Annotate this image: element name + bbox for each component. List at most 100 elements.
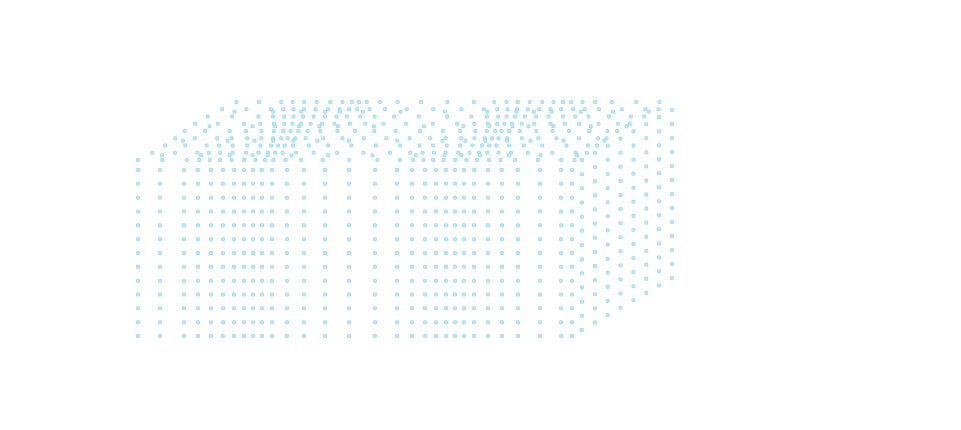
top-face-dot [346, 107, 351, 112]
front-face-dot [209, 168, 214, 173]
side-face-dot [592, 278, 597, 283]
side-face-dot [605, 228, 610, 233]
front-face-dot [499, 168, 504, 173]
front-face-dot [221, 195, 226, 200]
front-face-dot [136, 195, 141, 200]
front-face-dot [158, 237, 163, 242]
front-face-dot [443, 195, 448, 200]
top-face-dot [361, 150, 366, 155]
front-face-dot [499, 251, 504, 256]
top-face-dot [430, 158, 435, 163]
top-face-dot [217, 143, 222, 148]
side-face-dot [631, 199, 636, 204]
top-face-dot [609, 100, 614, 105]
front-face-dot [558, 333, 563, 338]
top-face-dot [634, 100, 639, 105]
side-face-dot [669, 150, 674, 155]
top-face-dot [592, 100, 597, 105]
top-face-dot [421, 124, 426, 129]
top-face-dot [559, 158, 564, 163]
front-face-dot [372, 223, 377, 228]
top-face-dot [458, 129, 463, 134]
top-face-dot [495, 107, 500, 112]
front-face-dot [221, 306, 226, 311]
front-face-dot [209, 251, 214, 256]
side-face-dot [579, 214, 584, 219]
front-face-dot [232, 181, 237, 186]
front-face-dot [558, 264, 563, 269]
top-face-dot [136, 158, 141, 163]
top-face-dot [271, 158, 276, 163]
front-face-dot [409, 168, 414, 173]
top-face-dot [332, 121, 337, 126]
front-face-dot [569, 278, 574, 283]
top-face-dot [445, 100, 450, 105]
side-face-dot [605, 256, 610, 261]
top-face-dot [218, 150, 223, 155]
top-face-dot [487, 158, 492, 163]
top-face-dot [256, 114, 261, 119]
top-face-dot [256, 100, 261, 105]
top-face-dot [469, 114, 474, 119]
top-face-dot [421, 158, 426, 163]
top-face-dot [615, 121, 620, 126]
front-face-dot [394, 237, 399, 242]
front-face-dot [158, 292, 163, 297]
front-face-dot [251, 223, 256, 228]
top-face-dot [551, 100, 556, 105]
front-face-dot [301, 195, 306, 200]
top-face-dot [282, 114, 287, 119]
top-face-dot [643, 107, 648, 112]
front-face-dot [499, 292, 504, 297]
front-face-dot [515, 333, 520, 338]
front-face-dot [242, 251, 247, 256]
front-face-dot [242, 209, 247, 214]
front-face-dot [443, 209, 448, 214]
front-face-dot [158, 181, 163, 186]
front-face-dot [422, 292, 427, 297]
front-face-dot [558, 168, 563, 173]
front-face-dot [499, 306, 504, 311]
top-face-dot [546, 114, 551, 119]
front-face-dot [259, 181, 264, 186]
front-face-dot [269, 181, 274, 186]
front-face-dot [409, 195, 414, 200]
front-face-dot [221, 237, 226, 242]
top-face-dot [582, 107, 587, 112]
front-face-dot [301, 306, 306, 311]
front-face-dot [422, 195, 427, 200]
front-face-dot [284, 181, 289, 186]
front-face-dot [269, 306, 274, 311]
top-face-dot [252, 138, 257, 143]
front-face-dot [452, 237, 457, 242]
front-face-dot [433, 181, 438, 186]
top-face-dot [320, 158, 325, 163]
top-face-dot [291, 107, 296, 112]
side-face-dot [631, 298, 636, 303]
front-face-dot [461, 306, 466, 311]
top-face-dot [311, 114, 316, 119]
front-face-dot [471, 237, 476, 242]
top-face-dot [531, 109, 536, 114]
top-face-dot [430, 121, 435, 126]
side-face-dot [605, 186, 610, 191]
top-face-dot [282, 121, 287, 126]
side-face-dot [618, 221, 623, 226]
side-face-dot [631, 256, 636, 261]
front-face-dot [394, 333, 399, 338]
top-face-dot [403, 121, 408, 126]
front-face-dot [433, 306, 438, 311]
front-face-dot [409, 223, 414, 228]
front-face-dot [372, 320, 377, 325]
front-face-dot [269, 264, 274, 269]
front-face-dot [558, 251, 563, 256]
top-face-dot [528, 138, 533, 143]
front-face-dot [569, 209, 574, 214]
top-face-dot [407, 136, 412, 141]
front-face-dot [196, 306, 201, 311]
top-face-dot [303, 136, 308, 141]
side-face-dot [592, 249, 597, 254]
front-face-dot [372, 292, 377, 297]
front-face-dot [499, 278, 504, 283]
top-face-dot [291, 114, 296, 119]
